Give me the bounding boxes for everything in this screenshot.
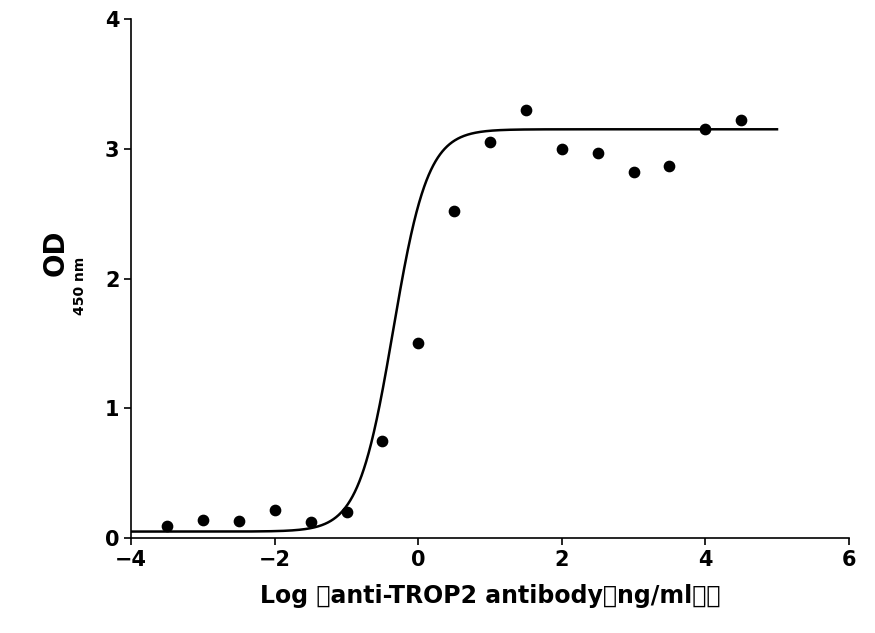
Point — [196, 515, 210, 525]
Point — [591, 147, 605, 158]
Point — [304, 517, 318, 527]
Point — [160, 522, 174, 532]
Point — [447, 206, 461, 216]
Text: 450 nm: 450 nm — [73, 257, 87, 315]
Point — [340, 507, 354, 517]
X-axis label: Log （anti-TROP2 antibody（ng/ml））: Log （anti-TROP2 antibody（ng/ml）） — [260, 584, 720, 608]
Point — [662, 161, 676, 171]
Point — [734, 115, 748, 125]
Point — [483, 137, 497, 147]
Point — [698, 124, 712, 134]
Point — [232, 516, 246, 526]
Point — [375, 436, 389, 446]
Text: OD: OD — [42, 229, 70, 276]
Point — [519, 105, 533, 115]
Point — [555, 144, 569, 154]
Point — [411, 338, 425, 348]
Point — [626, 167, 640, 177]
Point — [268, 505, 282, 515]
